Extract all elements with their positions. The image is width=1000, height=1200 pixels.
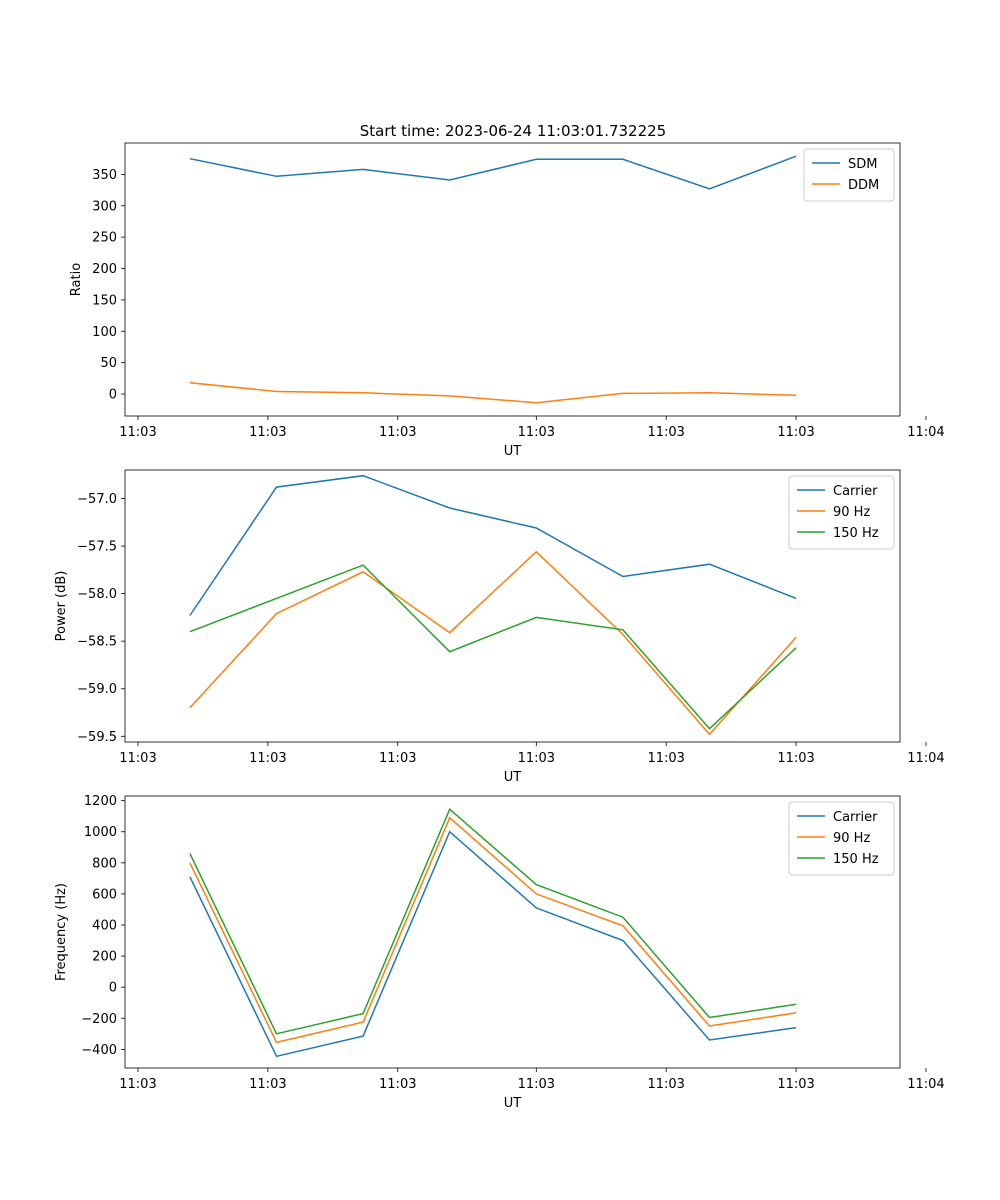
frequency-x-tick-label: 11:03: [119, 1077, 156, 1092]
power-x-tick-label: 11:03: [777, 751, 814, 766]
frequency-x-axis-label: UT: [504, 1096, 522, 1111]
power-legend-label: 90 Hz: [833, 505, 870, 520]
frequency-y-tick-label: 200: [92, 950, 117, 965]
ratio-y-axis-label: Ratio: [69, 263, 84, 296]
power-panel: 11:03 11:03 11:03 11:03 11:03 11:03 11:04 −57.0…: [54, 469, 945, 785]
ratio-x-tick-label: 11:03: [518, 425, 555, 440]
ratio-x-tick-label: 11:03: [777, 425, 814, 440]
ratio-y-tick-label: 50: [100, 356, 117, 371]
power-y-tick-label: −58.5: [77, 635, 117, 650]
ratio-series-line-ddm: [189, 381, 797, 404]
frequency-x-tick-label: 11:03: [518, 1077, 555, 1092]
power-y-tick-label: −59.5: [77, 730, 117, 745]
power-x-tick-label: 11:03: [647, 751, 684, 766]
frequency-legend-label: 90 Hz: [833, 831, 870, 846]
frequency-y-tick-label: 0: [109, 981, 117, 996]
power-x-tick-label: 11:03: [249, 751, 286, 766]
ratio-legend-label: SDM: [848, 157, 877, 172]
power-series-line-150-hz: [189, 564, 797, 730]
ratio-y-tick-label: 150: [92, 293, 117, 308]
frequency-x-tick-label: 11:04: [907, 1077, 944, 1092]
frequency-series-line-150-hz: [189, 807, 797, 1035]
ratio-x-axis-label: UT: [504, 444, 522, 459]
power-legend-box: [788, 475, 895, 550]
ratio-y-tick-label: 350: [92, 168, 117, 183]
power-axes-frame: [124, 469, 901, 743]
frequency-y-axis-label: Frequency (Hz): [54, 883, 69, 981]
power-series-line-90-hz: [189, 550, 797, 736]
power-legend-label: Carrier: [833, 484, 878, 499]
ratio-y-tick-label: 100: [92, 325, 117, 340]
ratio-y-tick-label: 200: [92, 262, 117, 277]
power-legend-label: 150 Hz: [833, 526, 879, 541]
power-y-tick-label: −58.0: [77, 587, 117, 602]
power-y-tick-label: −59.0: [77, 682, 117, 697]
frequency-y-tick-label: 1200: [84, 794, 117, 809]
frequency-y-tick-label: 400: [92, 919, 117, 934]
ratio-x-tick-label: 11:03: [249, 425, 286, 440]
frequency-y-tick-label: 600: [92, 887, 117, 902]
ratio-legend-label: DDM: [848, 178, 879, 193]
power-legend: Carrier 90 Hz 150 Hz: [788, 475, 895, 550]
power-x-tick-label: 11:03: [119, 751, 156, 766]
frequency-legend-box: [788, 801, 895, 876]
frequency-y-tick-label: −200: [81, 1012, 117, 1027]
ratio-x-tick-label: 11:03: [379, 425, 416, 440]
ratio-x-tick-label: 11:03: [647, 425, 684, 440]
ratio-y-tick-label: 250: [92, 231, 117, 246]
power-x-tick-label: 11:03: [518, 751, 555, 766]
power-x-axis-label: UT: [504, 770, 522, 785]
ratio-x-tick-label: 11:04: [907, 425, 944, 440]
frequency-x-tick-label: 11:03: [249, 1077, 286, 1092]
frequency-legend: Carrier 90 Hz 150 Hz: [788, 801, 895, 876]
power-y-tick-label: −57.5: [77, 540, 117, 555]
ratio-y-tick-label: 300: [92, 199, 117, 214]
ratio-panel: 11:03 11:03 11:03 11:03 11:03 11:03 11:04 0 50 10…: [69, 142, 945, 459]
power-series-line-carrier: [189, 474, 797, 616]
frequency-x-tick-label: 11:03: [647, 1077, 684, 1092]
ratio-legend-box: [803, 148, 895, 202]
frequency-y-tick-label: 800: [92, 856, 117, 871]
frequency-axes-frame: [124, 795, 901, 1069]
frequency-legend-label: 150 Hz: [833, 852, 879, 867]
ratio-y-tick-label: 0: [109, 388, 117, 403]
power-x-tick-label: 11:03: [379, 751, 416, 766]
frequency-series-line-90-hz: [189, 816, 797, 1044]
frequency-series-line-carrier: [189, 830, 797, 1058]
frequency-y-tick-label: −400: [81, 1043, 117, 1058]
figure-title: Start time: 2023-06-24 11:03:01.732225: [360, 122, 666, 140]
power-x-tick-label: 11:04: [907, 751, 944, 766]
frequency-x-tick-label: 11:03: [379, 1077, 416, 1092]
frequency-panel: 11:03 11:03 11:03 11:03 11:03 11:03 11:04 −400 −…: [54, 794, 945, 1111]
ratio-axes-frame: [124, 142, 901, 417]
frequency-y-tick-label: 1000: [84, 825, 117, 840]
ratio-legend: SDM DDM: [803, 148, 895, 202]
power-y-tick-label: −57.0: [77, 492, 117, 507]
ratio-series-line-sdm: [189, 155, 797, 190]
frequency-x-tick-label: 11:03: [777, 1077, 814, 1092]
frequency-legend-label: Carrier: [833, 810, 878, 825]
power-y-axis-label: Power (dB): [54, 571, 69, 642]
ratio-x-tick-label: 11:03: [119, 425, 156, 440]
